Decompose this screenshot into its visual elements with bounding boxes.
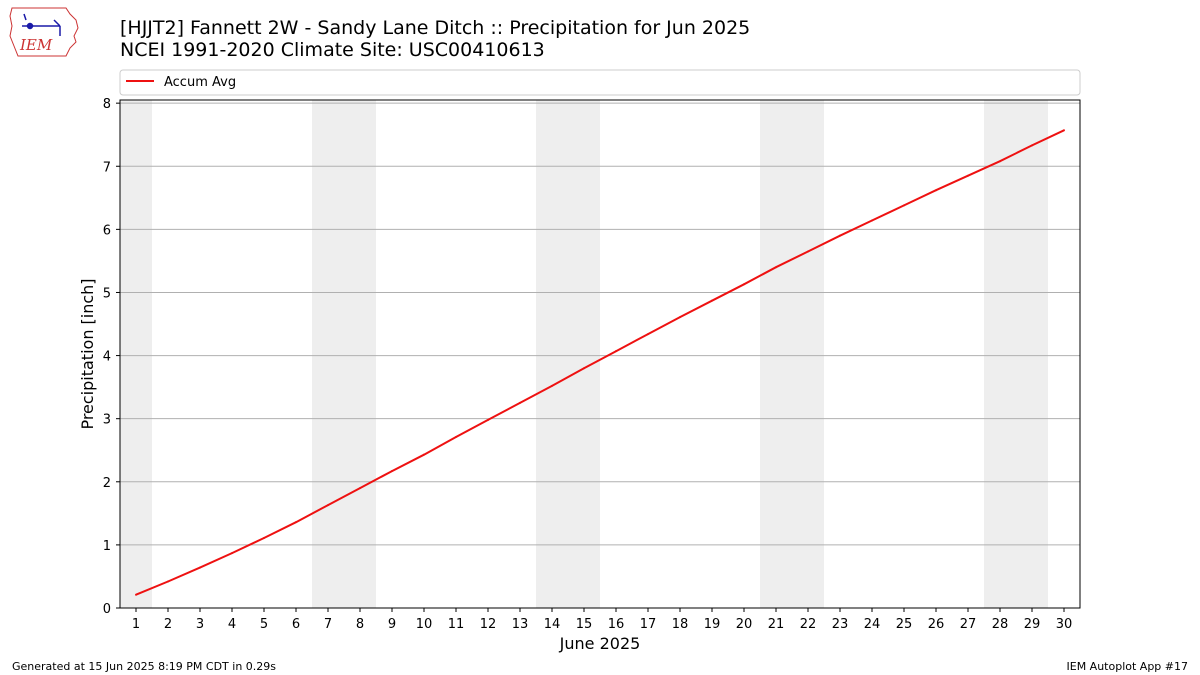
x-tick-label-24: 24 [864,617,881,632]
data-point-day-27 [967,174,969,177]
x-tick-label-13: 13 [512,617,529,632]
series-line-accum-avg [135,129,1065,596]
x-tick-label-11: 11 [448,617,465,632]
y-tick-label-0: 0 [103,602,111,617]
y-tick-label-2: 2 [103,476,111,491]
y-tick-label-3: 3 [103,413,111,428]
data-point-day-1 [135,593,137,596]
data-point-day-8 [359,487,361,490]
data-point-day-15 [583,367,585,370]
data-point-day-7 [327,504,329,507]
data-point-day-10 [423,453,425,456]
x-tick-label-30: 30 [1056,617,1073,632]
data-point-day-25 [903,204,905,207]
data-point-day-11 [455,435,457,438]
x-tick-label-7: 7 [324,617,332,632]
data-point-day-21 [775,266,777,269]
data-point-day-19 [711,299,713,302]
x-tick-label-22: 22 [800,617,817,632]
iem-logo-text: IEM [19,36,53,54]
data-point-day-4 [231,552,233,555]
data-point-day-13 [519,401,521,404]
x-tick-label-3: 3 [196,617,204,632]
data-point-day-20 [743,283,745,286]
x-tick-label-6: 6 [292,617,300,632]
y-tick-label-6: 6 [103,223,111,238]
x-tick-label-1: 1 [132,617,140,632]
data-point-day-3 [199,566,201,569]
data-point-day-17 [647,333,649,336]
x-tick-label-9: 9 [388,617,396,632]
x-tick-label-19: 19 [704,617,721,632]
y-axis-ticks: 0 1 2 3 4 5 6 7 8 [103,97,120,617]
legend-label-accum-avg: Accum Avg [164,75,236,90]
x-tick-label-29: 29 [1024,617,1041,632]
series-layer [135,129,1065,596]
data-point-day-2 [167,580,169,583]
x-tick-label-21: 21 [768,617,785,632]
legend: Accum Avg [119,69,1081,96]
x-tick-label-16: 16 [608,617,625,632]
app-credit: IEM Autoplot App #17 [1066,660,1189,673]
x-tick-label-8: 8 [356,617,364,632]
iowa-outline-icon [9,7,79,57]
weather-station-icon [22,13,61,36]
x-tick-label-2: 2 [164,617,172,632]
chart-title-line-1: [HJJT2] Fannett 2W - Sandy Lane Ditch ::… [120,17,751,39]
x-tick-label-18: 18 [672,617,689,632]
x-tick-label-26: 26 [928,617,945,632]
x-tick-label-25: 25 [896,617,913,632]
x-tick-label-15: 15 [576,617,593,632]
y-tick-label-8: 8 [103,97,111,112]
weekend-band-3 [760,100,824,608]
data-point-day-29 [1031,144,1033,147]
y-tick-label-1: 1 [103,539,111,554]
data-point-day-16 [615,350,617,353]
data-point-day-24 [871,219,873,222]
data-point-day-14 [551,384,553,387]
x-tick-label-28: 28 [992,617,1009,632]
y-tick-label-5: 5 [103,286,111,301]
data-point-day-22 [807,250,809,253]
data-point-day-30 [1063,129,1065,132]
x-tick-label-20: 20 [736,617,753,632]
x-tick-label-14: 14 [544,617,561,632]
x-axis-label: June 2025 [559,634,641,653]
x-tick-label-27: 27 [960,617,977,632]
weekend-band-4 [984,100,1048,608]
x-tick-label-12: 12 [480,617,497,632]
generated-timestamp: Generated at 15 Jun 2025 8:19 PM CDT in … [12,660,277,673]
weekend-band-0 [120,100,152,608]
iem-logo: IEM [9,7,79,57]
y-tick-label-4: 4 [103,350,111,365]
chart-title-line-2: NCEI 1991-2020 Climate Site: USC00410613 [120,39,545,61]
weekend-bands [120,100,1048,608]
x-tick-label-17: 17 [640,617,657,632]
legend-box [119,69,1081,96]
data-point-day-26 [935,189,937,192]
x-tick-label-23: 23 [832,617,849,632]
x-tick-label-10: 10 [416,617,433,632]
data-point-day-23 [839,234,841,237]
plot-frame [119,99,1081,609]
weekend-band-2 [536,100,600,608]
x-tick-label-5: 5 [260,617,268,632]
data-point-day-12 [487,418,489,421]
y-tick-label-7: 7 [103,160,111,175]
y-axis-label: Precipitation [inch] [78,278,97,429]
data-point-day-5 [263,536,265,539]
data-point-day-6 [295,521,297,524]
data-point-day-18 [679,316,681,319]
x-tick-label-4: 4 [228,617,236,632]
data-point-day-9 [391,470,393,473]
x-axis-ticks: 1 2 3 4 5 6 7 8 9 10 11 12 13 14 15 16 17 18 19 20 21 22 23 24 2… [132,608,1072,632]
weekend-band-1 [312,100,376,608]
data-point-day-28 [999,160,1001,163]
